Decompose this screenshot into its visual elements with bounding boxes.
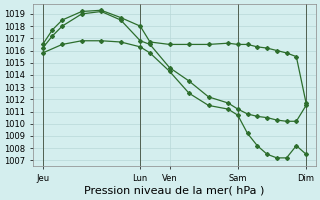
X-axis label: Pression niveau de la mer( hPa ): Pression niveau de la mer( hPa ) <box>84 186 265 196</box>
